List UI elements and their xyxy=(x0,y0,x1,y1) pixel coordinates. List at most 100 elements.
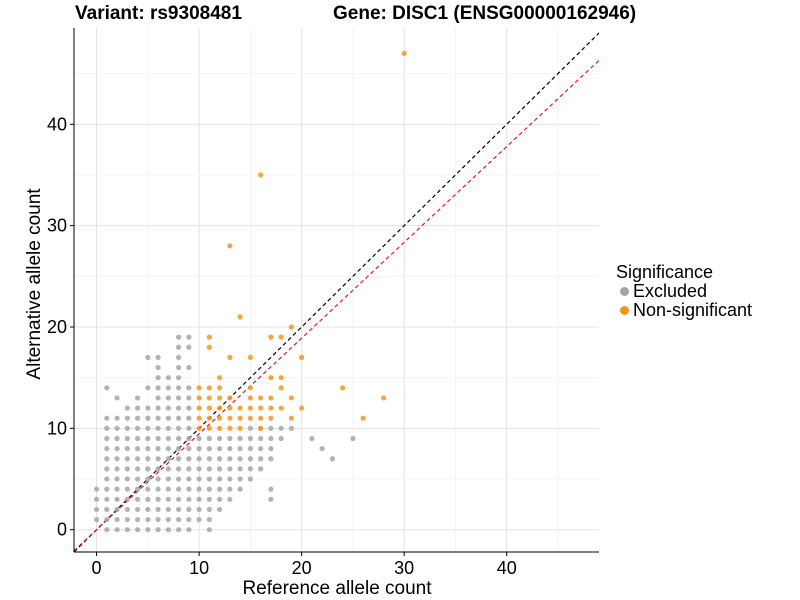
data-point-excluded xyxy=(165,516,171,523)
data-point-excluded xyxy=(175,344,182,350)
x-tick-label: 30 xyxy=(394,558,414,578)
data-point-excluded xyxy=(206,496,212,502)
data-point-non-significant xyxy=(237,425,243,431)
data-point-excluded xyxy=(155,364,161,371)
data-point-excluded xyxy=(124,476,130,482)
data-point-excluded xyxy=(206,446,212,452)
data-point-excluded xyxy=(206,516,212,523)
data-point-excluded xyxy=(104,466,110,472)
data-point-excluded xyxy=(114,415,120,421)
data-point-non-significant xyxy=(227,354,233,361)
data-point-excluded xyxy=(227,486,233,492)
x-tick-label: 40 xyxy=(497,558,517,578)
data-point-excluded xyxy=(124,527,130,533)
legend: Significance Excluded Non-significant xyxy=(616,262,752,320)
data-point-excluded xyxy=(175,466,182,472)
data-point-excluded xyxy=(124,516,130,523)
data-point-excluded xyxy=(145,506,151,513)
data-point-excluded xyxy=(134,435,141,442)
data-point-excluded xyxy=(186,486,192,492)
data-point-excluded xyxy=(175,364,182,371)
legend-item-non-significant: Non-significant xyxy=(616,301,752,320)
data-point-excluded xyxy=(186,527,192,533)
data-point-non-significant xyxy=(288,395,294,401)
data-point-non-significant xyxy=(196,395,202,401)
data-point-excluded xyxy=(186,435,192,442)
data-point-excluded xyxy=(196,456,202,462)
data-point-excluded xyxy=(124,446,130,452)
data-point-non-significant xyxy=(278,405,284,411)
data-point-excluded xyxy=(165,456,171,462)
data-point-excluded xyxy=(165,395,171,401)
data-point-excluded xyxy=(93,516,100,523)
data-point-non-significant xyxy=(217,415,223,421)
data-point-excluded xyxy=(268,435,274,442)
data-point-excluded xyxy=(124,405,130,411)
data-point-excluded xyxy=(114,496,120,502)
data-point-excluded xyxy=(134,395,141,401)
data-point-excluded xyxy=(104,446,110,452)
data-point-excluded xyxy=(145,435,151,442)
data-point-excluded xyxy=(134,446,141,452)
data-point-non-significant xyxy=(288,324,294,330)
data-point-excluded xyxy=(114,435,120,442)
data-point-excluded xyxy=(145,354,151,361)
data-point-non-significant xyxy=(196,415,202,421)
data-point-excluded xyxy=(124,486,130,492)
data-point-non-significant xyxy=(258,395,264,401)
data-point-excluded xyxy=(124,496,130,502)
data-point-excluded xyxy=(186,496,192,502)
data-point-non-significant xyxy=(227,395,233,401)
data-point-excluded xyxy=(124,466,130,472)
data-point-excluded xyxy=(237,486,243,492)
data-point-excluded xyxy=(165,527,171,533)
data-point-excluded xyxy=(145,527,151,533)
y-tick-label: 0 xyxy=(57,520,67,540)
data-point-non-significant xyxy=(288,415,294,421)
data-point-excluded xyxy=(124,506,130,513)
data-point-excluded xyxy=(196,476,202,482)
data-point-excluded xyxy=(217,435,223,442)
data-point-excluded xyxy=(196,466,202,472)
data-point-excluded xyxy=(175,506,182,513)
data-point-excluded xyxy=(196,486,202,492)
data-point-excluded xyxy=(165,375,171,381)
data-point-non-significant xyxy=(258,405,264,411)
data-point-excluded xyxy=(175,516,182,523)
data-point-excluded xyxy=(155,516,161,523)
data-point-excluded xyxy=(165,415,171,421)
data-point-excluded xyxy=(134,456,141,462)
data-point-excluded xyxy=(114,466,120,472)
data-point-excluded xyxy=(319,446,325,452)
data-point-excluded xyxy=(186,466,192,472)
data-point-excluded xyxy=(186,446,192,452)
data-point-excluded xyxy=(206,466,212,472)
data-point-excluded xyxy=(165,425,171,431)
data-point-excluded xyxy=(155,354,161,361)
data-point-excluded xyxy=(145,496,151,502)
y-tick-label: 20 xyxy=(47,317,67,337)
data-point-excluded xyxy=(134,476,141,482)
data-point-excluded xyxy=(155,435,161,442)
data-point-excluded xyxy=(237,466,243,472)
data-point-excluded xyxy=(134,415,141,421)
data-point-non-significant xyxy=(278,385,284,391)
data-point-non-significant xyxy=(206,344,212,350)
data-point-excluded xyxy=(155,456,161,462)
data-point-excluded xyxy=(104,425,110,431)
data-point-excluded xyxy=(145,516,151,523)
data-point-excluded xyxy=(175,415,182,421)
x-tick-label: 0 xyxy=(92,558,102,578)
legend-item-excluded: Excluded xyxy=(616,282,752,301)
data-point-excluded xyxy=(227,476,233,482)
data-point-excluded xyxy=(93,506,100,513)
data-point-excluded xyxy=(114,456,120,462)
data-point-excluded xyxy=(114,476,120,482)
data-point-excluded xyxy=(175,476,182,482)
legend-title: Significance xyxy=(616,262,714,282)
data-point-excluded xyxy=(237,446,243,452)
data-point-excluded xyxy=(227,496,233,502)
data-point-non-significant xyxy=(237,405,243,411)
data-point-excluded xyxy=(114,446,120,452)
data-point-excluded xyxy=(175,486,182,492)
